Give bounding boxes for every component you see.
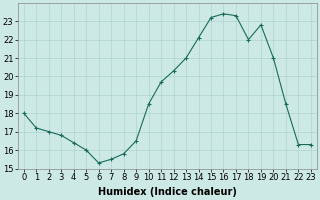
X-axis label: Humidex (Indice chaleur): Humidex (Indice chaleur) bbox=[98, 187, 237, 197]
